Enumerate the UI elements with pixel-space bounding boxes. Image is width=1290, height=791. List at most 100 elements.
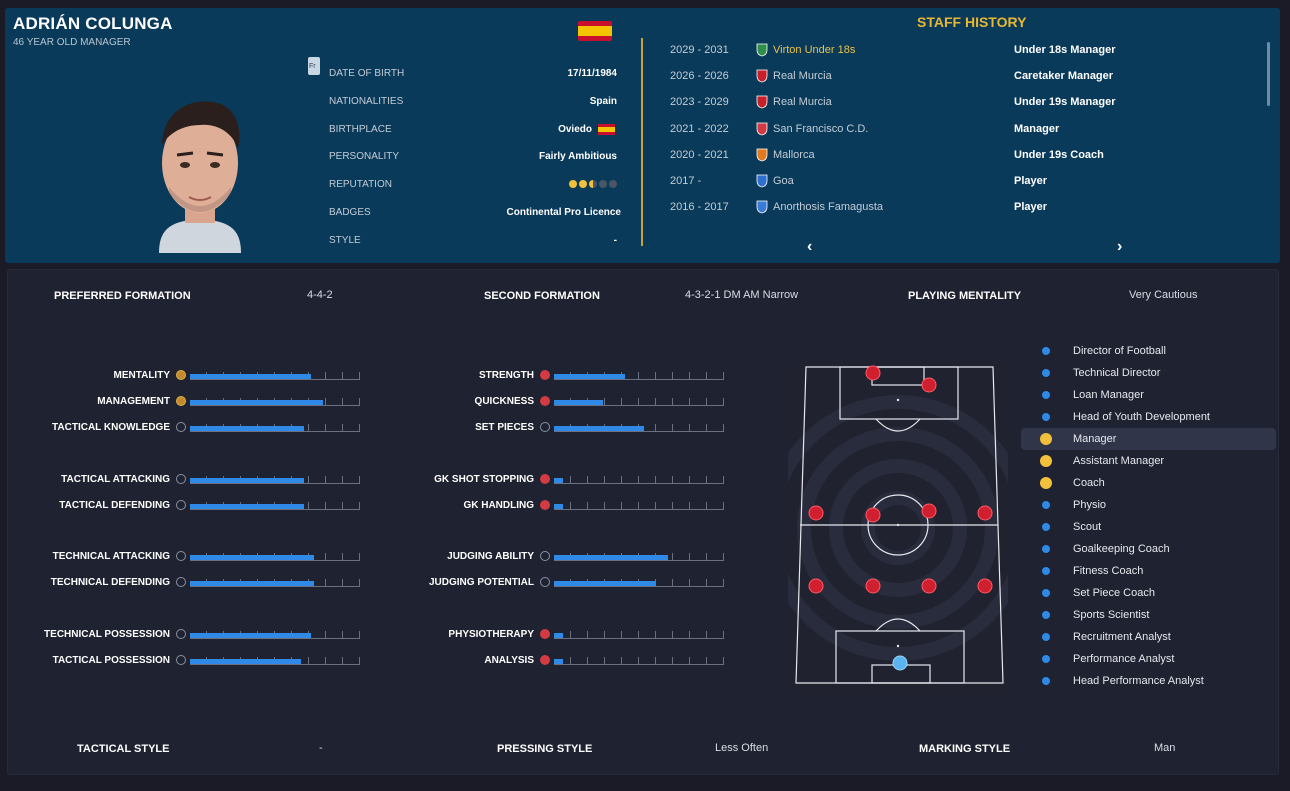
- role-item[interactable]: Coach: [1021, 472, 1276, 494]
- history-club-link[interactable]: Goa: [773, 175, 794, 187]
- history-row[interactable]: 2029 - 2031 Virton Under 18s Under 18s M…: [670, 43, 1270, 64]
- playing-mentality-label: PLAYING MENTALITY: [908, 290, 1022, 302]
- history-club-link[interactable]: Mallorca: [773, 149, 815, 161]
- role-item[interactable]: Goalkeeping Coach: [1021, 538, 1276, 560]
- history-row[interactable]: 2016 - 2017 Anorthosis Famagusta Player: [670, 200, 1270, 221]
- attribute-label: QUICKNESS: [474, 396, 534, 407]
- attribute-bar: [190, 502, 360, 510]
- attribute-row: TACTICAL ATTACKING: [61, 472, 366, 486]
- attribute-type-icon: [540, 474, 550, 484]
- role-item[interactable]: Performance Analyst: [1021, 648, 1276, 670]
- role-item[interactable]: Physio: [1021, 494, 1276, 516]
- attribute-bar-fill: [190, 555, 315, 560]
- history-next-button[interactable]: ›: [1117, 238, 1123, 255]
- role-item[interactable]: Assistant Manager: [1021, 450, 1276, 472]
- role-dot-icon: [1042, 413, 1050, 421]
- role-label: Technical Director: [1073, 367, 1161, 379]
- role-item[interactable]: Recruitment Analyst: [1021, 626, 1276, 648]
- attribute-label: TACTICAL KNOWLEDGE: [52, 422, 170, 433]
- role-item[interactable]: Set Piece Coach: [1021, 582, 1276, 604]
- tactical-style-value: -: [319, 742, 323, 754]
- scrollbar[interactable]: [1267, 42, 1270, 106]
- attribute-type-icon: [176, 396, 186, 406]
- attribute-bar: [554, 398, 724, 406]
- attribute-bar: [190, 476, 360, 484]
- history-club-link[interactable]: San Francisco C.D.: [773, 123, 869, 135]
- attribute-row: QUICKNESS: [475, 394, 730, 408]
- role-dot-icon: [1042, 347, 1050, 355]
- attribute-bar: [554, 657, 724, 665]
- player-marker: [977, 505, 993, 521]
- attribute-type-icon: [176, 422, 186, 432]
- attribute-bar: [190, 398, 360, 406]
- role-item[interactable]: Director of Football: [1021, 340, 1276, 362]
- info-value[interactable]: Spain: [589, 96, 617, 107]
- role-item[interactable]: Manager: [1021, 428, 1276, 450]
- history-club-link[interactable]: Real Murcia: [773, 96, 832, 108]
- attribute-label: TECHNICAL DEFENDING: [50, 577, 170, 588]
- attribute-label: TECHNICAL ATTACKING: [52, 551, 170, 562]
- small-toggle-button[interactable]: Fr: [308, 57, 320, 75]
- attribute-type-icon: [176, 474, 186, 484]
- info-label: DATE OF BIRTH: [329, 68, 405, 79]
- role-item[interactable]: Fitness Coach: [1021, 560, 1276, 582]
- info-label: BIRTHPLACE: [329, 124, 392, 135]
- info-value[interactable]: Continental Pro Licence: [506, 207, 621, 218]
- attribute-label: TACTICAL POSSESSION: [52, 655, 170, 666]
- attribute-bar-fill: [554, 555, 668, 560]
- attribute-type-icon: [540, 500, 550, 510]
- preferred-formation-value: 4-4-2: [307, 289, 333, 301]
- role-label: Performance Analyst: [1073, 653, 1175, 665]
- player-marker: [808, 505, 824, 521]
- role-item[interactable]: Head Performance Analyst: [1021, 670, 1276, 692]
- attribute-row: GK SHOT STOPPING: [434, 472, 730, 486]
- history-club-link[interactable]: Real Murcia: [773, 70, 832, 82]
- history-years: 2021 - 2022: [670, 123, 729, 135]
- role-label: Sports Scientist: [1073, 609, 1150, 621]
- portrait-photo: [159, 101, 241, 253]
- player-marker: [865, 507, 881, 523]
- history-years: 2016 - 2017: [670, 201, 729, 213]
- divider: [641, 38, 643, 246]
- tactical-style-label: TACTICAL STYLE: [77, 743, 170, 755]
- attribute-label: SET PIECES: [475, 422, 534, 433]
- role-item[interactable]: Technical Director: [1021, 362, 1276, 384]
- attribute-bar: [190, 657, 360, 665]
- history-club-link[interactable]: Virton Under 18s: [773, 44, 856, 56]
- role-item[interactable]: Scout: [1021, 516, 1276, 538]
- attribute-row: SET PIECES: [475, 420, 730, 434]
- info-value: Fairly Ambitious: [539, 151, 617, 162]
- role-item[interactable]: Head of Youth Development: [1021, 406, 1276, 428]
- attribute-bar-fill: [190, 426, 304, 431]
- reputation-star-icon: [569, 180, 577, 189]
- second-formation-label: SECOND FORMATION: [484, 290, 600, 302]
- role-label: Goalkeeping Coach: [1073, 543, 1170, 555]
- history-row[interactable]: 2023 - 2029 Real Murcia Under 19s Manage…: [670, 95, 1270, 116]
- attribute-bar: [554, 476, 724, 484]
- role-item[interactable]: Sports Scientist: [1021, 604, 1276, 626]
- info-label: PERSONALITY: [329, 151, 400, 162]
- attribute-row: STRENGTH: [479, 368, 730, 382]
- role-dot-icon: [1042, 633, 1050, 641]
- attribute-row: TACTICAL KNOWLEDGE: [52, 420, 366, 434]
- attribute-bar-fill: [554, 400, 604, 405]
- role-dot-icon: [1040, 433, 1052, 445]
- attribute-bar: [554, 372, 724, 380]
- history-role: Player: [1014, 175, 1048, 187]
- role-item[interactable]: Loan Manager: [1021, 384, 1276, 406]
- history-prev-button[interactable]: ‹: [807, 238, 813, 255]
- birthplace-flag-icon: [598, 124, 615, 135]
- history-row[interactable]: 2020 - 2021 Mallorca Under 19s Coach: [670, 148, 1270, 169]
- club-crest-icon: [756, 148, 768, 162]
- attribute-row: TECHNICAL DEFENDING: [51, 575, 366, 589]
- history-row[interactable]: 2026 - 2026 Real Murcia Caretaker Manage…: [670, 69, 1270, 90]
- attribute-row: MANAGEMENT: [97, 394, 366, 408]
- attribute-row: TACTICAL DEFENDING: [59, 498, 366, 512]
- history-row[interactable]: 2021 - 2022 San Francisco C.D. Manager: [670, 122, 1270, 143]
- role-label: Scout: [1073, 521, 1102, 533]
- reputation-star-icon: [599, 180, 607, 189]
- history-club-link[interactable]: Anorthosis Famagusta: [773, 201, 884, 213]
- attribute-label: JUDGING POTENTIAL: [428, 577, 534, 588]
- attribute-row: TECHNICAL ATTACKING: [53, 549, 366, 563]
- history-row[interactable]: 2017 - Goa Player: [670, 174, 1270, 195]
